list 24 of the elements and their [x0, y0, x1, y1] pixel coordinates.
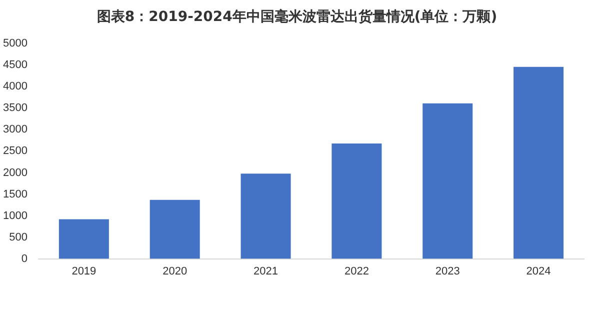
y-tick-label: 1500	[2, 188, 28, 200]
y-tick-label: 1000	[2, 210, 28, 222]
bar	[58, 219, 109, 259]
x-tick-label: 2022	[344, 265, 369, 278]
chart-title: 图表8：2019-2024年中国毫米波雷达出货量情况(单位：万颗)	[96, 8, 498, 26]
y-tick-label: 500	[9, 231, 28, 244]
x-tick-label: 2024	[526, 265, 551, 278]
bar	[514, 66, 564, 259]
x-tick-label: 2021	[254, 265, 278, 278]
bar	[332, 143, 382, 259]
y-tick-label: 4500	[2, 59, 28, 72]
y-tick-label: 4000	[2, 80, 28, 93]
y-tick-label: 2500	[2, 145, 28, 158]
y-tick-label: 3500	[2, 102, 28, 114]
x-tick-label: 2020	[162, 265, 188, 278]
y-tick-label: 0	[21, 252, 28, 265]
y-tick-label: 2000	[2, 166, 28, 179]
x-tick-label: 2019	[72, 265, 96, 278]
bar	[240, 174, 291, 259]
bar	[150, 200, 200, 259]
y-tick-label: 3000	[2, 124, 28, 136]
bar	[422, 103, 473, 259]
y-tick-label: 5000	[2, 38, 28, 50]
x-tick-label: 2023	[435, 265, 460, 278]
